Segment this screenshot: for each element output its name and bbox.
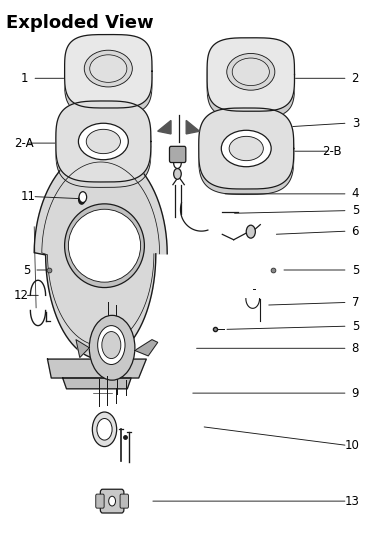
Circle shape (109, 496, 116, 506)
Text: 2: 2 (352, 72, 359, 85)
Text: 5: 5 (352, 204, 359, 217)
Polygon shape (135, 340, 158, 356)
Polygon shape (199, 108, 294, 189)
Text: 9: 9 (352, 387, 359, 400)
Text: 12: 12 (13, 289, 28, 302)
Text: 1: 1 (21, 72, 28, 85)
Circle shape (79, 195, 85, 204)
Polygon shape (34, 148, 167, 359)
Ellipse shape (227, 53, 275, 90)
Ellipse shape (86, 129, 120, 153)
Polygon shape (186, 120, 200, 134)
Ellipse shape (229, 137, 263, 160)
Text: 13: 13 (344, 495, 359, 508)
Circle shape (174, 168, 181, 179)
Text: 6: 6 (352, 225, 359, 238)
Ellipse shape (84, 50, 132, 87)
Text: 10: 10 (344, 439, 359, 452)
FancyBboxPatch shape (169, 146, 186, 163)
Polygon shape (158, 120, 171, 134)
Text: 11: 11 (21, 190, 36, 203)
Circle shape (79, 192, 87, 202)
Polygon shape (199, 113, 294, 194)
Text: 2-A: 2-A (14, 137, 34, 150)
Circle shape (98, 326, 125, 365)
Text: 4: 4 (352, 187, 359, 200)
Ellipse shape (90, 55, 127, 82)
Ellipse shape (68, 209, 141, 282)
Text: 3: 3 (352, 117, 359, 130)
Circle shape (102, 332, 121, 359)
Polygon shape (56, 106, 151, 187)
Polygon shape (56, 101, 151, 182)
Polygon shape (65, 35, 152, 108)
Ellipse shape (221, 130, 271, 167)
Polygon shape (207, 38, 294, 111)
Text: 5: 5 (23, 264, 30, 276)
Text: 2-B: 2-B (322, 145, 342, 158)
Text: 5: 5 (352, 320, 359, 333)
Text: 7: 7 (352, 296, 359, 309)
Polygon shape (207, 44, 294, 118)
FancyBboxPatch shape (120, 494, 128, 508)
FancyBboxPatch shape (100, 489, 124, 513)
Text: Exploded View: Exploded View (6, 14, 153, 31)
Circle shape (246, 225, 255, 238)
Circle shape (92, 412, 117, 447)
Text: 8: 8 (352, 342, 359, 355)
Ellipse shape (65, 204, 144, 287)
Polygon shape (65, 41, 152, 114)
Polygon shape (63, 378, 131, 389)
Circle shape (174, 158, 181, 168)
Polygon shape (76, 340, 89, 357)
Ellipse shape (232, 58, 269, 85)
Circle shape (97, 418, 112, 440)
Polygon shape (48, 359, 146, 378)
Ellipse shape (78, 123, 128, 160)
FancyBboxPatch shape (96, 494, 104, 508)
Circle shape (89, 315, 135, 380)
Text: 5: 5 (352, 264, 359, 276)
